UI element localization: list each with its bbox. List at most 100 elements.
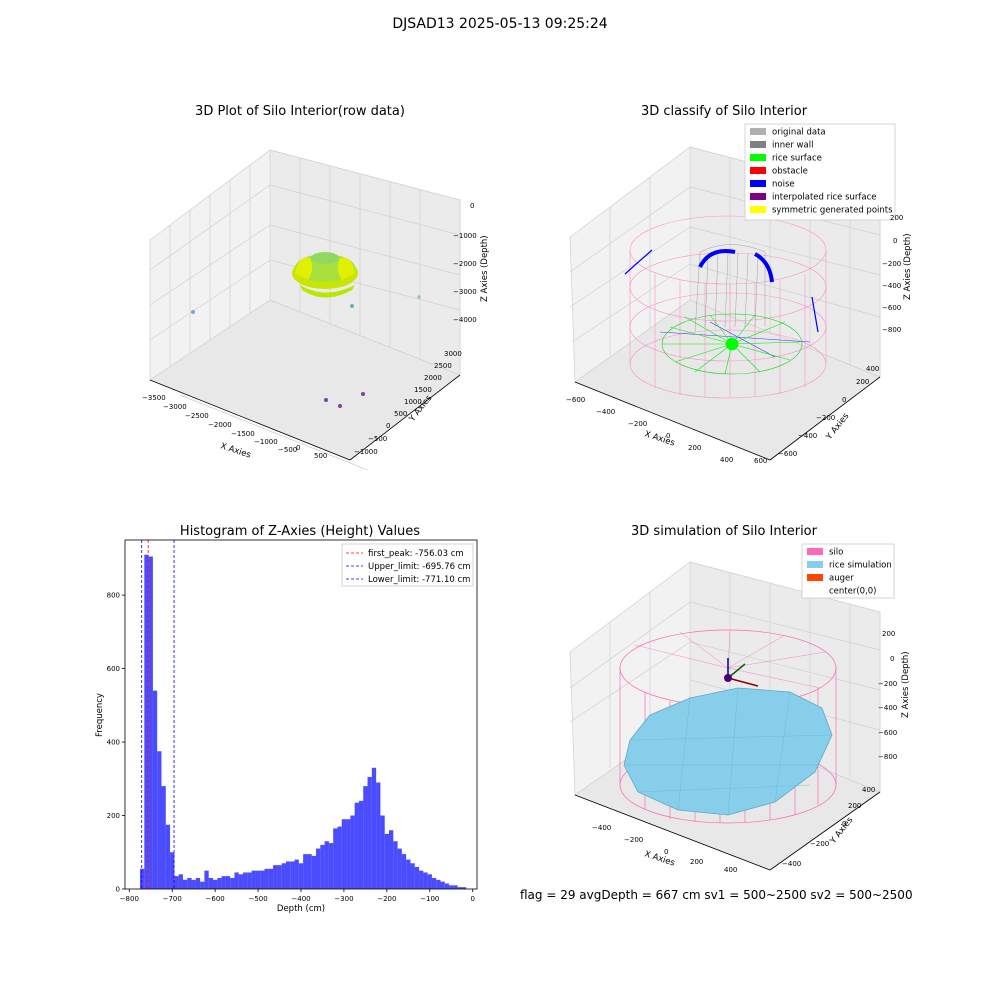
histogram-bar xyxy=(393,841,398,889)
histogram-bar xyxy=(264,868,269,889)
histogram-bar xyxy=(346,819,351,889)
histogram-bar xyxy=(260,870,265,889)
raw-x-tick: −1000 xyxy=(254,438,278,446)
legend-label: obstacle xyxy=(772,167,808,177)
histogram-bar xyxy=(440,881,445,889)
histogram-bar xyxy=(217,877,222,889)
legend-swatch-rice-simulation xyxy=(807,561,823,568)
classify-z-tick: 200 xyxy=(890,214,903,222)
rice-simulation-mesh xyxy=(624,687,833,816)
classify-x-tick: −200 xyxy=(628,420,647,428)
raw-y-tick: 0 xyxy=(386,422,390,430)
classify-x-tick: 0 xyxy=(666,432,670,440)
histogram-y-ticks: 0 200 400 600 800 xyxy=(107,592,125,894)
histogram-bar xyxy=(140,868,145,889)
histogram-bar xyxy=(238,874,244,889)
histogram-bar xyxy=(414,866,420,889)
histogram-bar xyxy=(187,877,192,889)
legend-swatch-obstacle xyxy=(750,167,766,174)
simulation-x-tick: −200 xyxy=(624,836,643,844)
histogram-bar xyxy=(371,767,377,889)
simulation-x-label: X Axies xyxy=(643,849,676,868)
simulation-z-tick: 200 xyxy=(882,630,895,638)
raw-y-tick: 500 xyxy=(394,410,407,418)
histogram-chart: −800 −700 −600 −500 −400 −300 −200 −100 0 0 200 40… xyxy=(95,539,478,914)
classify-z-tick: −600 xyxy=(882,304,901,312)
classify-y-tick: −400 xyxy=(798,432,817,440)
histogram-reference-lines xyxy=(141,540,175,889)
histogram-bar xyxy=(406,859,411,889)
raw-outlier-points xyxy=(191,295,421,408)
histogram-bar xyxy=(376,782,381,889)
classify-x-ticks: −600 −400 −200 0 200 400 600 xyxy=(566,396,767,465)
legend-swatch-noise xyxy=(750,180,766,187)
histogram-bar xyxy=(307,854,312,889)
simulation-z-tick: 0 xyxy=(890,655,894,663)
raw-axis-panes xyxy=(149,149,461,470)
simulation-y-tick: 0 xyxy=(842,820,846,828)
histogram-bar xyxy=(354,802,359,889)
histogram-bar xyxy=(178,874,183,889)
histogram-bar xyxy=(170,852,175,889)
simulation-x-tick: 200 xyxy=(690,858,703,866)
classify-z-tick: −200 xyxy=(882,260,901,268)
status-footer: flag = 29 avgDepth = 667 cm sv1 = 500~25… xyxy=(520,888,913,902)
raw-y-tick: 1500 xyxy=(414,386,432,394)
histogram-bar xyxy=(358,800,364,889)
x-tick-label: −200 xyxy=(377,895,396,903)
histogram-x-ticks: −800 −700 −600 −500 −400 −300 −200 −100 0 xyxy=(120,889,475,903)
raw-y-tick: −500 xyxy=(368,435,387,443)
histogram-bar xyxy=(389,830,394,889)
legend-label: rice surface xyxy=(772,154,822,164)
histogram-bar xyxy=(234,872,239,889)
classify-y-tick: 400 xyxy=(866,365,879,373)
legend-swatch-symmetric xyxy=(750,206,766,213)
histogram-bar xyxy=(320,844,325,889)
legend-label: symmetric generated points xyxy=(772,206,893,216)
legend-label: auger xyxy=(829,574,854,584)
simulation-x-ticks: −400 −200 0 200 400 xyxy=(592,824,737,874)
histogram-bar xyxy=(204,870,209,889)
simulation-y-tick: −200 xyxy=(810,840,829,848)
simulation-z-tick: −200 xyxy=(878,680,897,688)
classify-y-ticks: −600 −400 −200 0 200 400 xyxy=(778,365,879,458)
simulation-z-tick: −800 xyxy=(878,753,897,761)
raw-x-tick: 500 xyxy=(314,452,327,460)
histogram-bar xyxy=(161,786,166,889)
raw-plot-title: 3D Plot of Silo Interior(row data) xyxy=(195,104,405,119)
histogram-bar xyxy=(294,859,299,889)
legend-swatch-inner-wall xyxy=(750,141,766,148)
raw-y-tick: 1000 xyxy=(404,398,422,406)
raw-z-ticks: 0 −1000 −2000 −3000 −4000 xyxy=(453,202,477,324)
histogram-y-label: Frequency xyxy=(95,693,105,737)
y-tick-label: 200 xyxy=(107,812,120,820)
legend-swatch-silo xyxy=(807,548,823,555)
raw-x-tick: −3500 xyxy=(142,394,166,402)
raw-x-ticks: −3500 −3000 −2500 −2000 −1500 −1000 −500… xyxy=(142,394,327,460)
histogram-bar xyxy=(337,826,342,889)
legend-swatch-auger xyxy=(807,574,823,581)
histogram-bar xyxy=(324,841,329,889)
histogram-bar xyxy=(191,879,196,889)
raw-x-tick: −500 xyxy=(278,446,297,454)
legend-label: Lower_limit: -771.10 cm xyxy=(368,575,470,585)
raw-z-label: Z Axies (Depth) xyxy=(480,235,490,302)
figure-title: DJSAD13 2025-05-13 09:25:24 xyxy=(392,16,608,32)
histogram-x-label: Depth (cm) xyxy=(277,904,325,914)
classify-3d-plot: original data inner wall rice surface ob… xyxy=(566,123,913,465)
histogram-bar xyxy=(213,879,218,889)
histogram-bar xyxy=(449,885,454,889)
histogram-bars xyxy=(140,554,467,889)
noise-points xyxy=(624,249,819,358)
y-tick-label: 800 xyxy=(107,592,120,600)
classify-x-tick: 400 xyxy=(720,456,733,464)
histogram-bar xyxy=(200,881,205,889)
histogram-bar xyxy=(243,872,248,889)
classify-x-label: X Axies xyxy=(643,429,676,448)
histogram-bar xyxy=(363,786,368,889)
simulation-x-tick: 0 xyxy=(664,848,668,856)
histogram-bar xyxy=(444,883,450,889)
classify-x-tick: 200 xyxy=(688,444,701,452)
inner-wall-points xyxy=(694,244,766,333)
simulation-3d-plot: silo rice simulation auger center(0,0) −… xyxy=(569,543,911,874)
